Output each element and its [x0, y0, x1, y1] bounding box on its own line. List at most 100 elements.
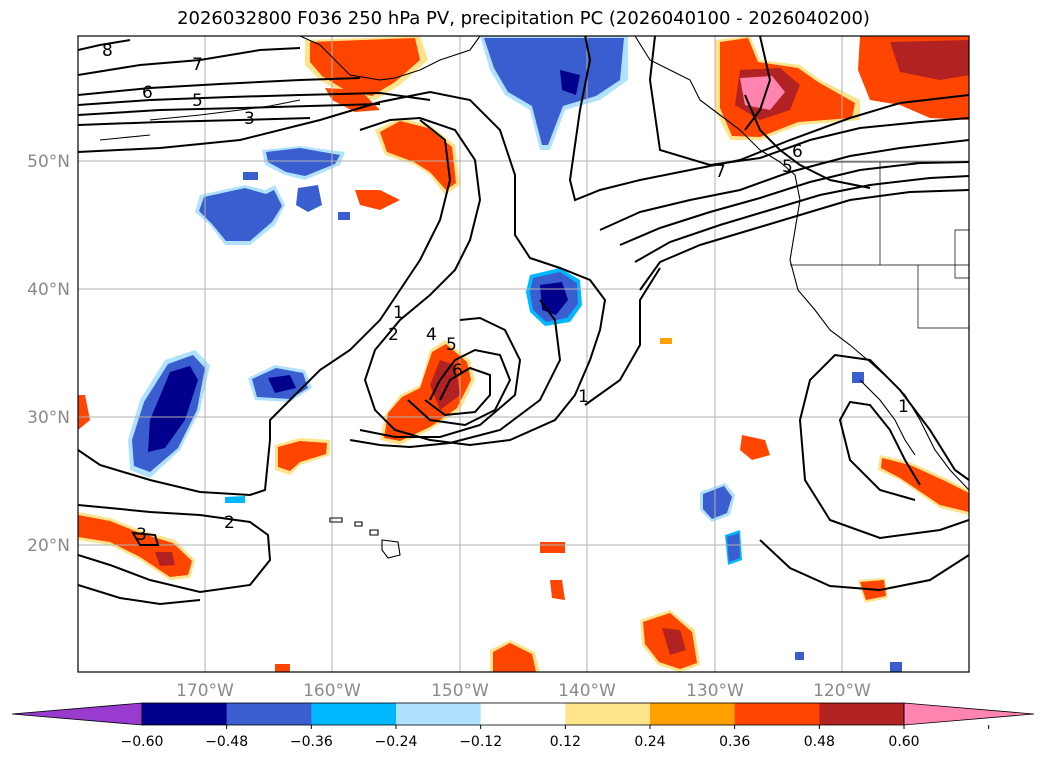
pv-contour [619, 161, 969, 246]
border [790, 162, 969, 329]
pv-contour [639, 189, 969, 291]
lat-label: 20°N [27, 536, 70, 556]
coastline [859, 379, 916, 456]
lon-label: 160°W [303, 681, 361, 701]
precip-negative-region [560, 70, 580, 95]
pv-contour [78, 119, 452, 497]
lon-label: 120°W [813, 681, 871, 701]
precip-negative-region [268, 375, 296, 393]
colorbar-segment [226, 703, 312, 725]
contour-label: 4 [426, 325, 437, 345]
contour-label: 7 [715, 162, 726, 182]
contour-label: 5 [782, 157, 793, 177]
contour-label: 5 [446, 335, 457, 355]
pv-contour [78, 77, 361, 96]
colorbar-tick-label: −0.24 [375, 734, 418, 750]
pv-contour [744, 94, 871, 189]
colorbar-segment [734, 703, 820, 725]
hawaii-island [381, 539, 401, 559]
colorbar-frame [141, 702, 905, 726]
precip-positive-region [550, 580, 565, 600]
lat-label: 40°N [27, 280, 70, 300]
contour-label: 3 [244, 109, 255, 129]
precip-negative-region [266, 148, 340, 176]
pv-contour [759, 539, 969, 592]
precip-negative-region [148, 366, 198, 452]
pv-contour [78, 103, 381, 116]
colorbar-segment [142, 703, 228, 725]
contour-label: 6 [792, 142, 803, 162]
pv-contour [78, 47, 301, 76]
precip-negative-region [852, 372, 864, 383]
gridlines [78, 36, 969, 672]
contour-label: 6 [452, 361, 463, 381]
pv-contour [78, 504, 272, 594]
pv-contour [359, 316, 522, 438]
precip-negative-region [890, 662, 902, 672]
chart-title: 2026032800 F036 250 hPa PV, precipitatio… [177, 8, 870, 29]
colorbar-tick-label: −0.60 [121, 734, 164, 750]
pv-contour [349, 299, 562, 449]
contour-label: 5 [192, 91, 203, 111]
colorbar-segment [311, 703, 397, 725]
contour-label: 6 [142, 83, 153, 103]
pv-contour [634, 175, 969, 263]
colorbar-tick-label: −0.36 [290, 734, 333, 750]
contour-label: 1 [393, 303, 404, 323]
precip-positive-region [355, 190, 400, 210]
colorbar-extend-low [11, 702, 143, 726]
precip-positive-region [275, 664, 290, 672]
precip-negative-region [199, 188, 282, 241]
pv-contour [798, 353, 969, 540]
precip-shading [78, 36, 969, 672]
precip-positive-region [662, 628, 686, 655]
pv-contour [78, 39, 131, 51]
contour-label: 2 [388, 325, 399, 345]
lon-label: 170°W [176, 681, 234, 701]
hawaii-island [369, 529, 379, 536]
pv-contour-labels: 8 7 6 5 3 1 2 4 5 6 1 7 6 5 2 3 1 [102, 41, 909, 545]
precip-positive-region [660, 338, 672, 344]
precip-negative-region [727, 533, 740, 562]
pv-contour [78, 584, 201, 606]
pv-contour [584, 267, 661, 406]
colorbar-tick-label: −0.12 [459, 734, 502, 750]
precip-positive-region [890, 40, 969, 80]
pv-contour [78, 90, 607, 447]
lat-label: 30°N [27, 408, 70, 428]
precip-positive-region [310, 38, 420, 96]
precip-positive-region [740, 76, 785, 110]
colorbar-tick-label: −0.48 [205, 734, 248, 750]
precip-positive-region [155, 552, 175, 566]
pv-contour [648, 36, 969, 167]
colorbar-segment [650, 703, 736, 725]
precip-positive-region [540, 542, 565, 553]
colorbar-segment [565, 703, 651, 725]
colorbar-segment [480, 703, 566, 725]
colorbar-segment [819, 703, 905, 725]
precip-negative-region [795, 652, 804, 660]
hawaii-island [354, 521, 363, 527]
precip-negative-region [703, 486, 732, 519]
lon-label: 130°W [686, 681, 744, 701]
precip-positive-region [278, 441, 327, 471]
coastline [299, 36, 481, 81]
colorbar-extend-high [903, 702, 1035, 726]
lon-label: 140°W [558, 681, 616, 701]
pv-contour [599, 139, 969, 231]
colorbar-tick-label: 0.48 [804, 734, 835, 750]
hawaii-island [329, 517, 343, 523]
lat-label: 50°N [27, 152, 70, 172]
map-frame [77, 35, 970, 673]
precip-negative-region [243, 172, 258, 180]
coastline [99, 134, 151, 141]
precip-positive-region [881, 458, 969, 512]
precip-positive-region [78, 395, 90, 430]
contour-label: 7 [192, 55, 203, 75]
pv-contour [407, 348, 512, 427]
precip-positive-region [740, 435, 770, 460]
coastline [149, 99, 301, 121]
precip-positive-region [380, 121, 456, 190]
colorbar-tick-label: 0.36 [719, 734, 750, 750]
